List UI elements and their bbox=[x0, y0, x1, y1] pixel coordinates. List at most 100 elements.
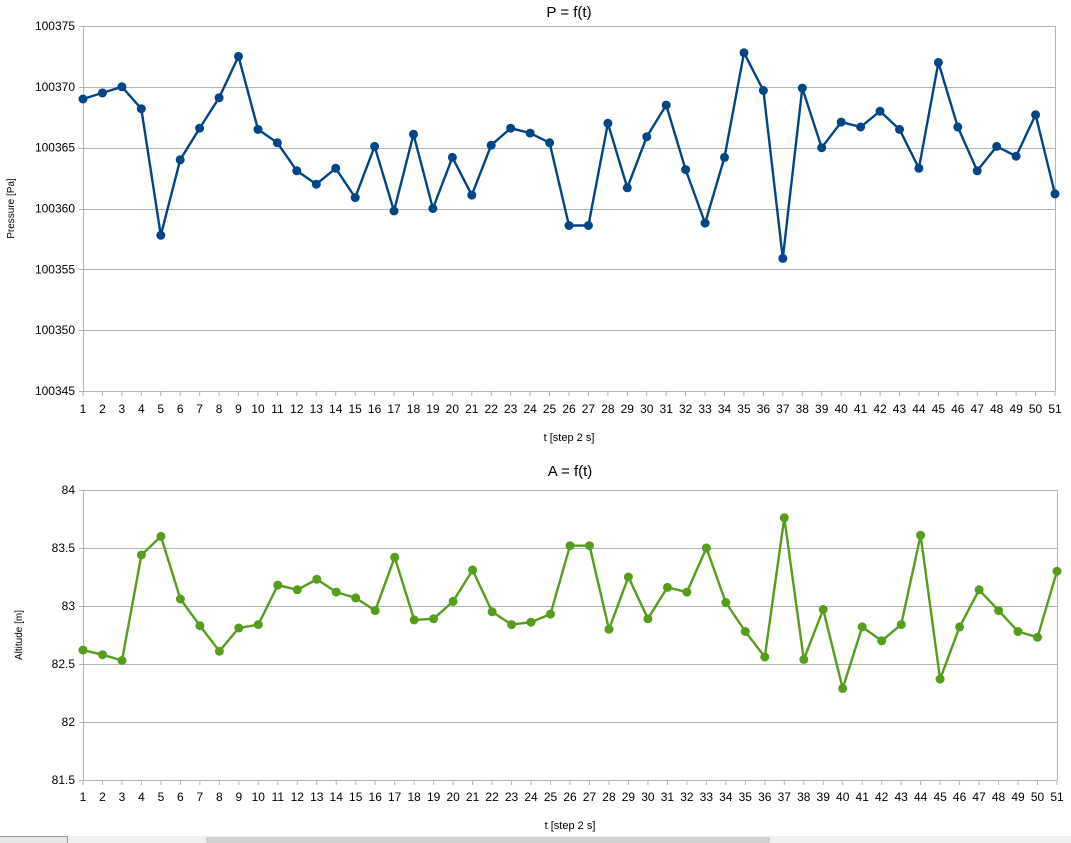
pressure-xtick-label: 28 bbox=[601, 402, 615, 416]
pressure-data-point bbox=[720, 152, 729, 162]
altitude-xtick-label: 49 bbox=[1011, 790, 1025, 804]
pressure-data-point bbox=[117, 82, 127, 92]
pressure-data-point bbox=[622, 183, 632, 193]
altitude-data-point bbox=[195, 621, 205, 631]
pressure-xtick-label: 43 bbox=[893, 402, 907, 416]
altitude-data-point bbox=[838, 683, 848, 693]
altitude-xtick-label: 1 bbox=[80, 790, 87, 804]
altitude-data-point bbox=[643, 614, 653, 624]
altitude-data-point bbox=[117, 656, 127, 665]
pressure-data-point bbox=[564, 221, 574, 230]
altitude-ytick-label: 83.5 bbox=[52, 541, 76, 555]
pressure-x-axis-label: t [step 2 s] bbox=[544, 432, 595, 444]
pressure-xtick-label: 32 bbox=[679, 402, 693, 416]
pressure-data-point bbox=[992, 141, 1002, 151]
pressure-ytick-label: 100345 bbox=[35, 384, 75, 398]
altitude-xtick-label: 22 bbox=[485, 790, 499, 804]
pressure-data-point bbox=[214, 93, 224, 103]
altitude-data-point bbox=[292, 585, 302, 595]
altitude-xtick-label: 42 bbox=[875, 790, 889, 804]
pressure-data-point bbox=[661, 100, 671, 110]
altitude-xtick-label: 33 bbox=[700, 790, 714, 804]
altitude-data-point bbox=[370, 606, 380, 616]
altitude-data-point bbox=[214, 646, 224, 656]
pressure-data-point bbox=[331, 163, 341, 173]
pressure-xtick-label: 14 bbox=[329, 402, 343, 416]
altitude-data-point bbox=[351, 593, 361, 603]
altitude-data-point bbox=[682, 587, 692, 597]
altitude-xtick-label: 45 bbox=[933, 790, 947, 804]
altitude-xtick-label: 15 bbox=[349, 790, 363, 804]
altitude-xtick-label: 27 bbox=[583, 790, 597, 804]
altitude-xtick-label: 16 bbox=[369, 790, 383, 804]
altitude-xtick-label: 35 bbox=[739, 790, 753, 804]
pressure-xtick-label: 20 bbox=[446, 402, 460, 416]
altitude-data-point bbox=[409, 615, 419, 625]
altitude-xtick-label: 29 bbox=[622, 790, 636, 804]
pressure-xtick-label: 10 bbox=[251, 402, 265, 416]
altitude-xtick-label: 50 bbox=[1031, 790, 1045, 804]
altitude-xtick-label: 9 bbox=[235, 790, 242, 804]
altitude-xtick-label: 36 bbox=[758, 790, 772, 804]
pressure-xtick-label: 19 bbox=[426, 402, 440, 416]
pressure-xtick-label: 16 bbox=[368, 402, 382, 416]
pressure-xtick-label: 51 bbox=[1048, 402, 1062, 416]
altitude-data-point bbox=[234, 623, 244, 633]
altitude-data-point bbox=[585, 541, 594, 551]
altitude-xtick-label: 23 bbox=[505, 790, 519, 804]
scrollbar-thumb[interactable] bbox=[206, 837, 770, 843]
altitude-data-point bbox=[1013, 627, 1023, 636]
pressure-xtick-label: 15 bbox=[348, 402, 362, 416]
altitude-data-point bbox=[78, 645, 88, 655]
pressure-data-point bbox=[525, 128, 535, 138]
pressure-xtick-label: 36 bbox=[757, 402, 771, 416]
altitude-xtick-label: 18 bbox=[407, 790, 421, 804]
altitude-data-point bbox=[721, 598, 731, 607]
sheet-tab[interactable] bbox=[0, 836, 68, 843]
pressure-data-point bbox=[234, 51, 243, 61]
pressure-data-point bbox=[583, 221, 593, 230]
pressure-data-point bbox=[350, 193, 360, 203]
pressure-xtick-label: 42 bbox=[873, 402, 887, 416]
altitude-data-point bbox=[507, 620, 517, 630]
pressure-data-point bbox=[700, 218, 710, 228]
altitude-x-axis-label: t [step 2 s] bbox=[545, 820, 596, 832]
horizontal-scrollbar[interactable] bbox=[0, 836, 1071, 843]
pressure-gridlines bbox=[79, 26, 1056, 392]
pressure-data-point bbox=[195, 123, 205, 133]
altitude-data-point bbox=[740, 627, 750, 636]
pressure-xtick-label: 18 bbox=[407, 402, 421, 416]
altitude-xtick-label: 32 bbox=[680, 790, 694, 804]
pressure-xtick-label: 5 bbox=[157, 402, 164, 416]
altitude-data-point bbox=[916, 530, 926, 540]
pressure-xtick-label: 41 bbox=[854, 402, 868, 416]
pressure-xtick-label: 27 bbox=[582, 402, 596, 416]
pressure-data-point bbox=[681, 165, 691, 175]
altitude-ytick-label: 82.5 bbox=[52, 657, 76, 671]
altitude-data-point bbox=[156, 531, 166, 541]
altitude-data-point bbox=[818, 605, 828, 614]
altitude-xtick-label: 19 bbox=[427, 790, 441, 804]
pressure-data-point bbox=[953, 122, 963, 132]
altitude-xtick-label: 31 bbox=[661, 790, 675, 804]
altitude-data-point bbox=[935, 674, 945, 684]
altitude-xtick-label: 7 bbox=[197, 790, 204, 804]
altitude-ytick-label: 82 bbox=[62, 715, 76, 729]
pressure-data-point bbox=[428, 204, 438, 213]
pressure-data-point bbox=[447, 152, 457, 162]
pressure-data-point bbox=[272, 138, 282, 148]
pressure-data-point bbox=[389, 206, 399, 216]
pressure-data-point bbox=[758, 86, 768, 95]
altitude-xtick-label: 37 bbox=[778, 790, 792, 804]
altitude-y-axis-label: Altitude [m] bbox=[14, 610, 25, 660]
altitude-data-point bbox=[468, 565, 478, 575]
pressure-data-point bbox=[933, 58, 943, 67]
pressure-ytick-label: 100365 bbox=[35, 141, 75, 155]
altitude-xtick-label: 3 bbox=[119, 790, 126, 804]
pressure-data-point bbox=[486, 140, 496, 150]
pressure-data-point bbox=[895, 124, 904, 134]
pressure-data-point bbox=[292, 166, 302, 176]
altitude-data-point bbox=[448, 596, 458, 606]
